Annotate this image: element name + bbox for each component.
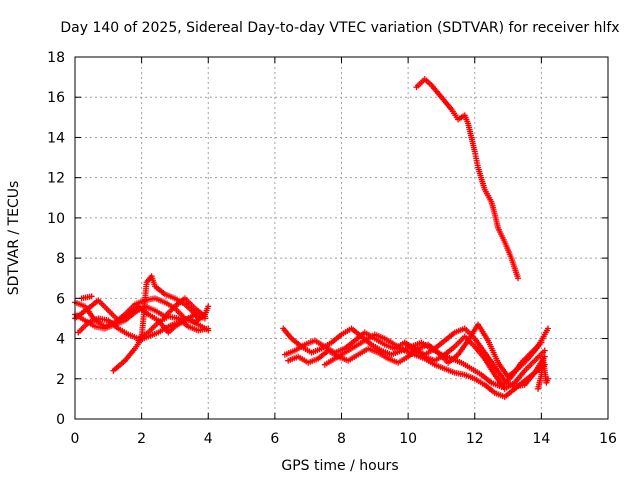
data-point	[541, 347, 548, 354]
series-track-7	[135, 315, 212, 344]
y-tick-label: 14	[47, 130, 65, 146]
x-tick-label: 16	[599, 431, 617, 447]
series-track-5	[78, 293, 95, 302]
x-tick-label: 14	[532, 431, 550, 447]
x-tick-label: 8	[337, 431, 346, 447]
data-points	[72, 76, 552, 400]
y-tick-label: 2	[56, 372, 65, 388]
data-point	[88, 293, 95, 300]
data-point	[515, 275, 522, 282]
data-point	[545, 325, 552, 332]
y-tick-label: 4	[56, 332, 65, 348]
y-tick-label: 0	[56, 412, 65, 428]
x-tick-label: 6	[270, 431, 279, 447]
y-tick-label: 12	[47, 171, 65, 187]
data-point	[545, 375, 552, 382]
y-tick-label: 18	[47, 50, 65, 66]
y-axis-label: SDTVAR / TECUs	[6, 181, 22, 296]
data-point	[205, 327, 212, 334]
series-track-14	[535, 355, 552, 392]
data-point	[205, 303, 212, 310]
x-tick-label: 12	[466, 431, 484, 447]
x-axis-label: GPS time / hours	[281, 458, 398, 474]
series-track-11	[285, 321, 552, 380]
data-point	[201, 315, 208, 322]
grid	[75, 57, 608, 419]
series-track-6	[110, 273, 202, 374]
x-tick-label: 0	[71, 431, 80, 447]
axis-ticks: 0 2 4 6 8 10 12 14 16 0 2 4 6 8 10 12 14 16 18	[47, 50, 617, 447]
y-tick-label: 10	[47, 211, 65, 227]
chart-title: Day 140 of 2025, Sidereal Day-to-day VTE…	[60, 20, 619, 36]
y-tick-label: 8	[56, 251, 65, 267]
x-tick-label: 10	[399, 431, 417, 447]
y-tick-label: 6	[56, 291, 65, 307]
series-track-8	[413, 76, 522, 282]
y-tick-label: 16	[47, 90, 65, 106]
x-tick-label: 2	[137, 431, 146, 447]
series-track-13	[401, 325, 548, 390]
data-point	[195, 315, 202, 322]
x-tick-label: 4	[204, 431, 213, 447]
